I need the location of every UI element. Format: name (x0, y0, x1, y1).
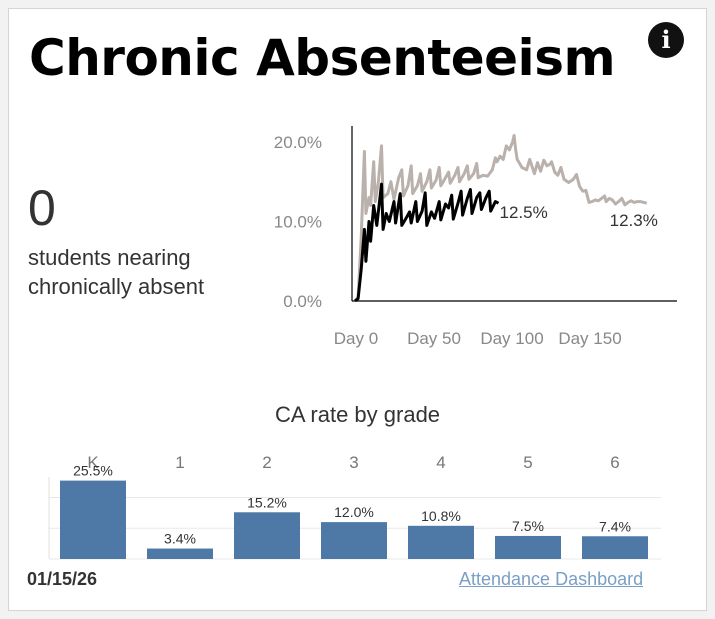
current-end-label: 12.5% (500, 203, 548, 222)
info-icon[interactable]: i (648, 22, 684, 58)
prior-end-label: 12.3% (610, 211, 658, 230)
grade-bar-value-label: 25.5% (73, 463, 113, 479)
kpi-value: 0 (28, 180, 56, 236)
grade-category-label: 4 (436, 453, 445, 472)
report-date: 01/15/26 (27, 569, 98, 589)
grade-bar (147, 548, 213, 559)
y-tick-label: 0.0% (283, 292, 322, 311)
grade-bar (582, 536, 648, 559)
grade-bar-value-label: 3.4% (164, 531, 196, 547)
grade-bar (234, 512, 300, 559)
y-tick-label: 10.0% (274, 212, 322, 231)
current-year-line (354, 182, 500, 303)
grade-bar (321, 522, 387, 559)
grade-bar-value-label: 15.2% (247, 494, 287, 510)
x-tick-label: Day 50 (407, 329, 461, 348)
grade-bar (60, 480, 126, 559)
grade-category-label: 1 (175, 453, 184, 472)
page-title: Chronic Absenteeism (29, 29, 616, 87)
attendance-dashboard-link[interactable]: Attendance Dashboard (459, 569, 644, 589)
kpi-label: students nearing chronically absent (28, 245, 205, 299)
trend-chart: 0.0% 10.0% 20.0% Day 0 Day 50 Day 100 Day 150 1… (274, 126, 677, 348)
grade-category-label: 6 (610, 453, 619, 472)
grade-bar-value-label: 7.5% (512, 518, 544, 534)
x-tick-label: Day 0 (334, 329, 378, 348)
prior-year-line (353, 134, 648, 302)
grade-bar-value-label: 12.0% (334, 504, 374, 520)
grade-bar (495, 535, 561, 559)
grade-chart-title: CA rate by grade (274, 402, 441, 427)
grade-bar (408, 525, 474, 559)
grade-bar-chart: K25.5% 1 3.4% 2 15.2% 3 12.0% 4 10.8% 5 7.5% 6 7.4% (48, 453, 661, 560)
chronic-absenteeism-card: Chronic Absenteeism i 0 students nearing… (8, 8, 707, 611)
grade-bar-value-label: 7.4% (599, 518, 631, 534)
grade-category-label: K (87, 453, 99, 472)
grade-category-label: 3 (349, 453, 358, 472)
x-tick-label: Day 150 (558, 329, 621, 348)
y-tick-label: 20.0% (274, 133, 322, 152)
grade-bar-value-label: 10.8% (421, 508, 461, 524)
grade-category-label: 2 (262, 453, 271, 472)
grade-category-label: 5 (523, 453, 532, 472)
x-tick-label: Day 100 (480, 329, 543, 348)
